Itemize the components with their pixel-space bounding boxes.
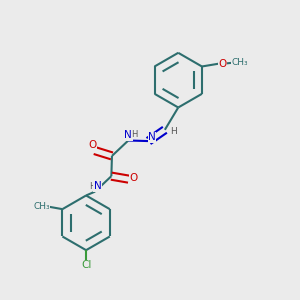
Text: CH₃: CH₃ (33, 202, 50, 211)
Text: H: H (131, 130, 137, 139)
Text: O: O (130, 172, 138, 183)
Text: Cl: Cl (81, 260, 91, 270)
Text: O: O (88, 140, 97, 150)
Text: N: N (94, 181, 101, 191)
Text: H: H (170, 127, 177, 136)
Text: O: O (219, 58, 227, 68)
Text: N: N (124, 130, 132, 140)
Text: H: H (89, 182, 95, 191)
Text: CH₃: CH₃ (232, 58, 249, 67)
Text: N: N (148, 132, 156, 142)
